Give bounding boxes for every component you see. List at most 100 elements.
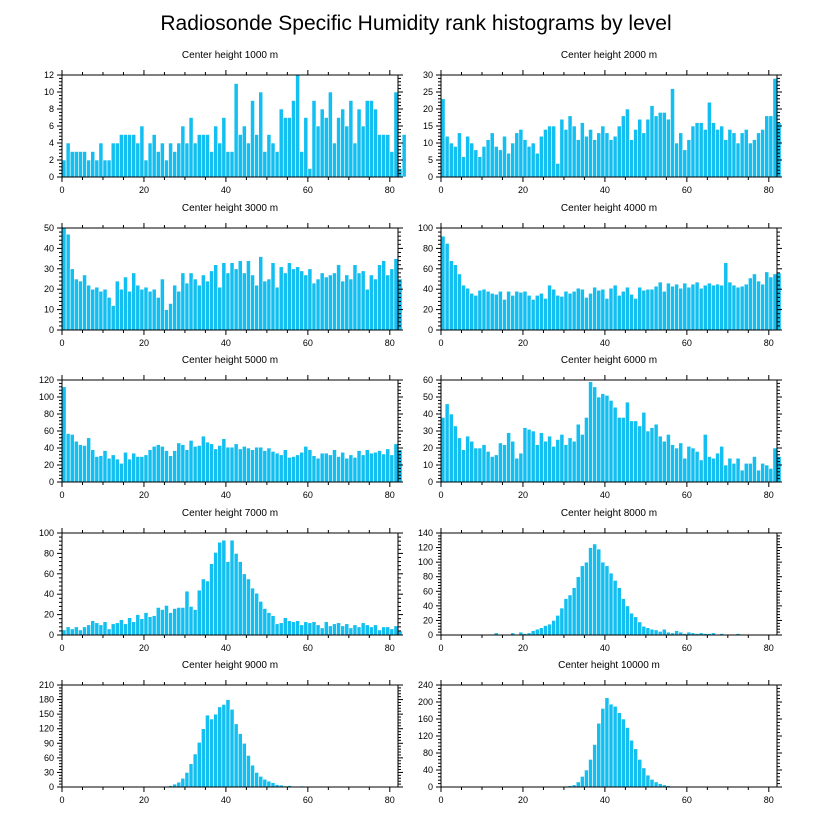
histogram-bar <box>715 452 720 483</box>
histogram-bar <box>389 628 395 636</box>
histogram-bar <box>78 151 83 178</box>
histogram-bar <box>217 541 223 636</box>
histogram-bar <box>731 284 737 331</box>
histogram-bar <box>731 462 737 483</box>
histogram-bar <box>506 152 511 178</box>
histogram-bar <box>307 268 313 331</box>
y-tick-label: 20 <box>423 104 433 114</box>
histogram-bar <box>580 288 585 331</box>
histogram-bar <box>94 159 100 178</box>
histogram-bar <box>237 733 243 788</box>
x-tick-label: 20 <box>139 338 149 348</box>
histogram-bar <box>543 440 548 483</box>
x-tick-label: 60 <box>303 490 313 500</box>
histogram-bar <box>637 759 643 788</box>
x-tick-label: 60 <box>682 185 692 195</box>
histogram-bar <box>678 287 684 331</box>
histogram-bar <box>295 74 300 178</box>
histogram-bar <box>86 159 91 178</box>
histogram-bar <box>752 456 757 483</box>
histogram-bar <box>151 288 157 331</box>
histogram-bar <box>114 458 120 483</box>
histogram-bar <box>196 134 202 178</box>
histogram-bar <box>465 435 470 483</box>
histogram-bar <box>196 589 202 636</box>
y-tick-label: 0 <box>428 325 433 335</box>
histogram-bar <box>559 118 565 178</box>
panel-title: Center height 8000 m <box>561 508 657 519</box>
histogram-bar <box>328 454 333 483</box>
histogram-bar <box>180 272 186 331</box>
histogram-bar <box>702 434 708 483</box>
histogram-bar <box>131 272 137 331</box>
histogram-bar <box>637 425 643 483</box>
histogram-bar <box>588 129 593 178</box>
histogram-bar <box>580 776 585 788</box>
y-tick-label: 50 <box>44 223 54 233</box>
histogram-bar <box>604 132 610 178</box>
histogram-bar <box>649 427 655 483</box>
histogram-bar <box>522 139 528 178</box>
y-tick-label: 140 <box>418 528 433 538</box>
histogram-bar <box>401 134 407 178</box>
histogram-bar <box>340 108 346 178</box>
histogram-bar <box>393 258 399 331</box>
histogram-bar <box>645 118 651 178</box>
histogram-bar <box>690 125 696 178</box>
histogram-bar <box>258 776 264 788</box>
histogram-bar <box>65 433 71 483</box>
histogram-bar <box>237 260 243 331</box>
histogram-bar <box>637 621 643 636</box>
y-tick-label: 60 <box>423 375 433 385</box>
histogram-bar <box>682 282 688 331</box>
histogram-bar <box>711 457 716 483</box>
histogram-bar <box>674 283 679 331</box>
histogram-bar <box>168 303 173 331</box>
histogram-bar <box>381 453 387 483</box>
histogram-bar <box>119 134 124 178</box>
histogram-bar <box>385 134 391 178</box>
histogram-bar <box>278 266 284 331</box>
histogram-bar <box>119 462 124 483</box>
histogram-bar <box>201 578 206 636</box>
y-tick-label: 10 <box>423 460 433 470</box>
histogram-bar <box>596 289 602 331</box>
histogram-bar <box>694 281 700 331</box>
histogram-bar <box>328 625 333 636</box>
histogram-panel-8: Center height 8000 m 0 20 40 60 80 100 120 140 0 2… <box>418 508 782 653</box>
histogram-bar <box>723 139 729 178</box>
histogram-bar <box>498 442 503 483</box>
histogram-bar <box>567 115 573 178</box>
y-tick-label: 10 <box>423 138 433 148</box>
x-tick-label: 0 <box>59 795 64 805</box>
histogram-bar <box>539 432 544 483</box>
histogram-bar <box>172 151 178 178</box>
histogram-bar <box>633 616 638 636</box>
histogram-bar <box>307 168 313 178</box>
histogram-bar <box>114 142 120 178</box>
x-tick-label: 60 <box>682 338 692 348</box>
histogram-bar <box>196 284 202 331</box>
histogram-bar <box>299 451 305 483</box>
histogram-bar <box>625 286 630 331</box>
histogram-bar <box>711 284 716 331</box>
histogram-bar <box>608 139 614 178</box>
histogram-bar <box>258 601 264 636</box>
histogram-bar <box>369 626 374 636</box>
histogram-bar <box>114 622 120 636</box>
histogram-bar <box>739 285 745 331</box>
histogram-bar <box>526 428 532 483</box>
histogram-bar <box>295 454 300 483</box>
histogram-bar <box>493 454 499 483</box>
histogram-bar <box>160 142 165 178</box>
histogram-panel-5: Center height 5000 m 0 20 40 60 80 100 120 0 20 40… <box>39 355 403 500</box>
histogram-bar <box>102 288 108 331</box>
histogram-bar <box>123 623 128 636</box>
histogram-bar <box>274 286 280 331</box>
histogram-bar <box>620 718 626 788</box>
histogram-bar <box>547 284 552 331</box>
histogram-bar <box>768 468 774 483</box>
histogram-bar <box>653 115 659 178</box>
histogram-bar <box>653 781 659 788</box>
histogram-bar <box>698 122 704 178</box>
